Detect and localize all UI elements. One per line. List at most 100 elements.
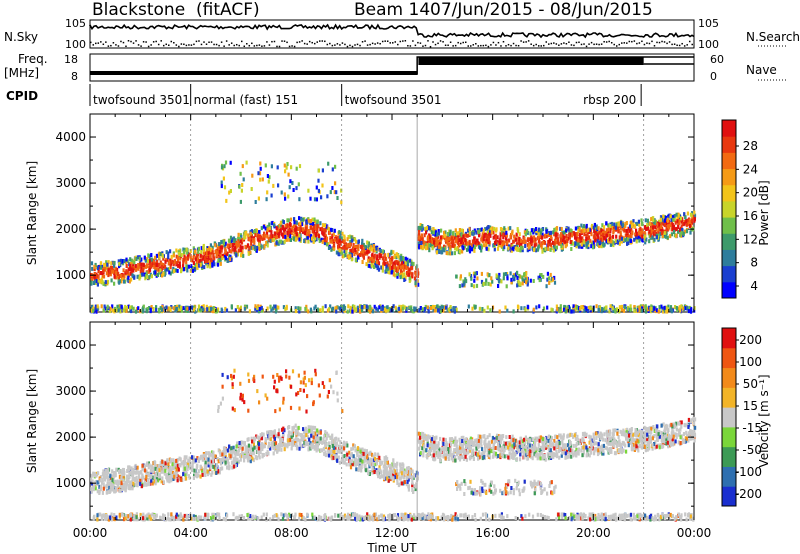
- power-cell: [335, 305, 338, 310]
- power-cell: [283, 239, 286, 244]
- power-cell: [676, 216, 679, 220]
- power-cell: [250, 229, 254, 234]
- power-cell: [344, 246, 347, 251]
- power-cell: [475, 230, 478, 235]
- power-cell: [356, 305, 359, 310]
- power-cell: [137, 306, 140, 311]
- power-cell: [561, 238, 564, 243]
- nsearch-point: [147, 45, 150, 48]
- colorbar-cell: [722, 249, 736, 267]
- power-cell: [390, 260, 393, 265]
- power-cell: [393, 268, 396, 273]
- power-cell: [594, 227, 597, 232]
- power-cell: [306, 236, 309, 241]
- power-cell: [253, 240, 256, 245]
- power-cell: [511, 246, 514, 251]
- power-cell: [175, 254, 178, 259]
- power-cell: [535, 231, 538, 236]
- power-cell: [629, 304, 632, 309]
- power-cell: [226, 244, 229, 249]
- velocity-cell: [520, 514, 523, 519]
- power-cell: [452, 306, 455, 310]
- power-cell: [433, 238, 436, 242]
- power-cell: [284, 227, 287, 232]
- power-cell: [434, 232, 437, 237]
- power-cell: [384, 253, 387, 258]
- nsearch-point: [339, 44, 341, 46]
- power-cell: [665, 309, 668, 314]
- nsearch-point: [215, 43, 218, 46]
- power-cell: [580, 229, 583, 234]
- power-cell: [556, 240, 559, 245]
- power-cell: [150, 263, 153, 268]
- power-cell: [472, 271, 476, 276]
- power-cell: [257, 237, 260, 242]
- power-cell: [535, 242, 538, 247]
- power-cell: [559, 237, 562, 242]
- power-cell: [185, 264, 188, 269]
- power-cell: [559, 304, 562, 309]
- power-cell: [268, 226, 271, 231]
- power-cell: [690, 218, 694, 223]
- power-cell: [659, 231, 662, 236]
- power-cell: [585, 237, 588, 241]
- power-cell: [677, 217, 680, 222]
- power-cell: [261, 308, 264, 313]
- power-cell: [639, 226, 642, 231]
- power-cell: [419, 306, 422, 310]
- power-cell: [663, 218, 666, 223]
- velocity-cell: [210, 459, 213, 464]
- power-cell: [417, 282, 420, 287]
- power-cell: [169, 265, 172, 270]
- power-cell: [150, 274, 153, 279]
- velocity-cell: [145, 482, 148, 487]
- power-cell: [480, 279, 484, 284]
- power-cell: [391, 265, 394, 270]
- power-cell: [351, 304, 355, 309]
- power-cell: [257, 309, 260, 314]
- velocity-cell: [366, 512, 369, 517]
- power-cell: [626, 233, 629, 237]
- power-cell: [196, 257, 199, 262]
- power-cell: [309, 225, 312, 230]
- power-cell: [126, 277, 129, 282]
- power-cell: [499, 227, 503, 231]
- velocity-cell: [677, 440, 680, 445]
- nave-tick-low: 0: [710, 70, 717, 83]
- power-cell: [690, 307, 693, 312]
- nsearch-point: [500, 45, 502, 47]
- nsearch-point: [117, 45, 120, 47]
- velocity-cell: [423, 513, 426, 518]
- power-cell: [638, 308, 641, 313]
- power-cell: [499, 233, 502, 238]
- power-cell: [464, 241, 467, 245]
- power-cell: [195, 260, 198, 265]
- power-cell: [567, 304, 570, 309]
- power-cell: [428, 243, 431, 248]
- power-cell: [349, 309, 352, 314]
- power-cell: [506, 308, 509, 313]
- power-cell: [406, 262, 410, 267]
- power-cell: [533, 228, 536, 233]
- power-cell: [277, 227, 280, 232]
- power-cell: [500, 243, 503, 248]
- nsearch-point: [288, 45, 291, 48]
- power-cell: [582, 224, 586, 229]
- power-cell: [125, 264, 128, 268]
- power-cell: [275, 240, 278, 245]
- power-cell: [468, 272, 471, 277]
- power-cell: [307, 188, 310, 193]
- power-cell: [242, 177, 245, 182]
- power-cell: [147, 253, 150, 258]
- power-cell: [537, 232, 540, 237]
- velocity-cell: [538, 435, 541, 440]
- power-cell: [530, 241, 533, 245]
- velocity-cell: [564, 455, 567, 460]
- nsearch-point: [492, 41, 495, 44]
- power-cell: [221, 256, 224, 260]
- nsearch-point: [626, 42, 628, 44]
- velocity-cell: [652, 425, 655, 429]
- power-cell: [183, 256, 186, 261]
- power-cell: [105, 260, 108, 265]
- nsearch-point: [673, 43, 676, 45]
